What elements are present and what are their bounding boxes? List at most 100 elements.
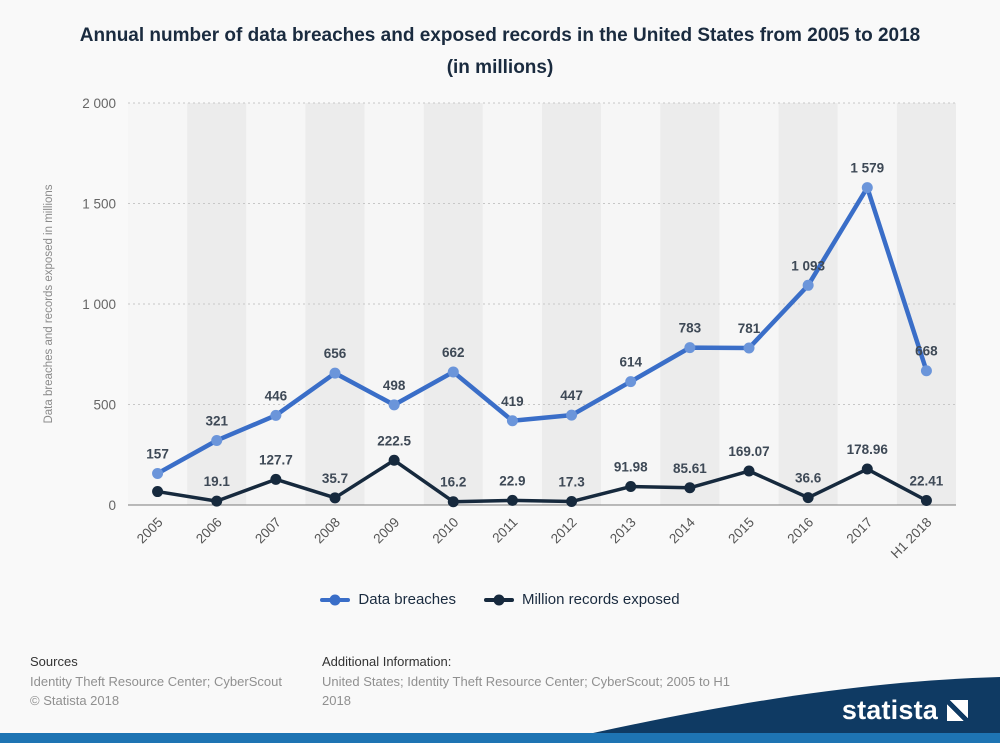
y-tick-label: 1 500 xyxy=(82,197,116,212)
x-tick-label: 2017 xyxy=(844,515,876,547)
data-point xyxy=(270,409,282,421)
data-point xyxy=(152,467,164,479)
data-label: 85.61 xyxy=(673,461,707,476)
data-point xyxy=(388,454,400,466)
data-point xyxy=(211,434,223,446)
data-label: 656 xyxy=(324,346,347,361)
data-point xyxy=(802,492,814,504)
bottom-accent-bar xyxy=(0,733,1000,743)
x-tick-label: 2008 xyxy=(311,515,343,547)
data-point xyxy=(506,415,518,427)
x-tick-label: 2007 xyxy=(252,515,284,547)
data-point xyxy=(625,376,637,388)
x-tick-label: 2009 xyxy=(370,515,402,547)
data-label: 157 xyxy=(146,446,169,461)
y-tick-label: 0 xyxy=(108,498,116,513)
data-point xyxy=(329,367,341,379)
data-point xyxy=(920,365,932,377)
y-tick-label: 1 000 xyxy=(82,297,116,312)
additional-info-text: United States; Identity Theft Resource C… xyxy=(322,673,731,709)
data-point xyxy=(920,494,932,506)
sources-text: Identity Theft Resource Center; CyberSco… xyxy=(30,673,282,689)
data-label: 662 xyxy=(442,345,465,360)
x-tick-label: 2015 xyxy=(725,515,757,547)
data-label: 1 579 xyxy=(850,161,884,176)
data-label: 16.2 xyxy=(440,475,466,490)
data-label: 36.6 xyxy=(795,471,822,486)
data-point xyxy=(152,486,164,498)
plot-band xyxy=(601,103,661,505)
y-axis-title: Data breaches and records exposed in mil… xyxy=(43,184,55,423)
plot-band xyxy=(482,103,542,505)
data-label: 19.1 xyxy=(204,474,231,489)
statista-logo-mark-icon xyxy=(947,700,968,721)
sources-block: Sources Identity Theft Resource Center; … xyxy=(30,652,282,711)
data-point xyxy=(566,409,578,421)
data-point xyxy=(447,366,459,378)
data-label: 783 xyxy=(679,321,702,336)
legend-label: Data breaches xyxy=(358,591,456,608)
data-label: 127.7 xyxy=(259,452,293,467)
data-label: 91.98 xyxy=(614,460,648,475)
data-label: 446 xyxy=(265,388,288,403)
legend: Data breaches Million records exposed xyxy=(0,591,1000,608)
y-tick-label: 500 xyxy=(93,398,116,413)
data-point xyxy=(447,496,459,508)
data-label: 668 xyxy=(915,344,938,359)
x-tick-label: 2014 xyxy=(666,514,698,546)
copyright-text: © Statista 2018 xyxy=(30,693,120,708)
records-exposed-swatch-icon xyxy=(483,597,514,602)
data-point xyxy=(861,463,873,475)
legend-item-data-breaches: Data breaches xyxy=(320,591,456,608)
data-point xyxy=(566,496,578,508)
chart-canvas: 0 500 1 000 1 500 2 000 Data breaches and rec… xyxy=(43,96,956,562)
sources-heading: Sources xyxy=(30,654,78,669)
data-label: 1 093 xyxy=(791,258,825,273)
y-tick-label: 2 000 xyxy=(82,96,116,111)
data-point xyxy=(861,182,873,194)
data-point xyxy=(506,494,518,506)
x-tick-label: 2013 xyxy=(607,515,639,547)
x-tick-label: H1 2018 xyxy=(888,515,935,562)
data-breaches-swatch-icon xyxy=(320,597,351,602)
additional-info-heading: Additional Information: xyxy=(322,654,452,669)
data-label: 22.9 xyxy=(499,473,525,488)
data-point xyxy=(743,342,755,354)
data-label: 781 xyxy=(738,321,761,336)
x-tick-label: 2005 xyxy=(134,515,166,547)
x-tick-label: 2010 xyxy=(430,515,462,547)
plot-band xyxy=(246,103,306,505)
data-label: 419 xyxy=(501,394,524,409)
series-line-data-breaches xyxy=(155,185,929,476)
statista-logo[interactable]: statista xyxy=(842,695,968,726)
plot-band xyxy=(128,103,188,505)
data-label: 17.3 xyxy=(558,475,585,490)
data-point xyxy=(211,495,223,507)
data-point xyxy=(684,342,696,354)
data-label: 35.7 xyxy=(322,471,348,486)
data-point xyxy=(388,399,400,411)
data-label: 614 xyxy=(619,355,642,370)
x-tick-label: 2012 xyxy=(548,515,580,547)
data-point xyxy=(684,482,696,494)
legend-item-records-exposed: Million records exposed xyxy=(483,591,680,608)
chart-title: Annual number of data breaches and expos… xyxy=(79,25,921,79)
x-tick-label: 2006 xyxy=(193,515,225,547)
legend-label: Million records exposed xyxy=(521,591,680,608)
data-point xyxy=(270,473,282,485)
statista-logo-text: statista xyxy=(841,695,938,725)
series-line-records-exposed xyxy=(155,458,929,504)
data-point xyxy=(743,465,755,477)
data-point xyxy=(625,481,637,493)
data-label: 321 xyxy=(205,413,228,428)
data-label: 222.5 xyxy=(377,433,411,448)
data-label: 22.41 xyxy=(910,473,944,488)
plot-band xyxy=(542,103,602,505)
data-label: 169.07 xyxy=(728,444,769,459)
data-label: 178.96 xyxy=(847,442,889,457)
data-label: 498 xyxy=(383,378,406,393)
plot-band xyxy=(837,103,897,505)
x-tick-label: 2016 xyxy=(784,515,816,547)
data-label: 447 xyxy=(560,388,583,403)
